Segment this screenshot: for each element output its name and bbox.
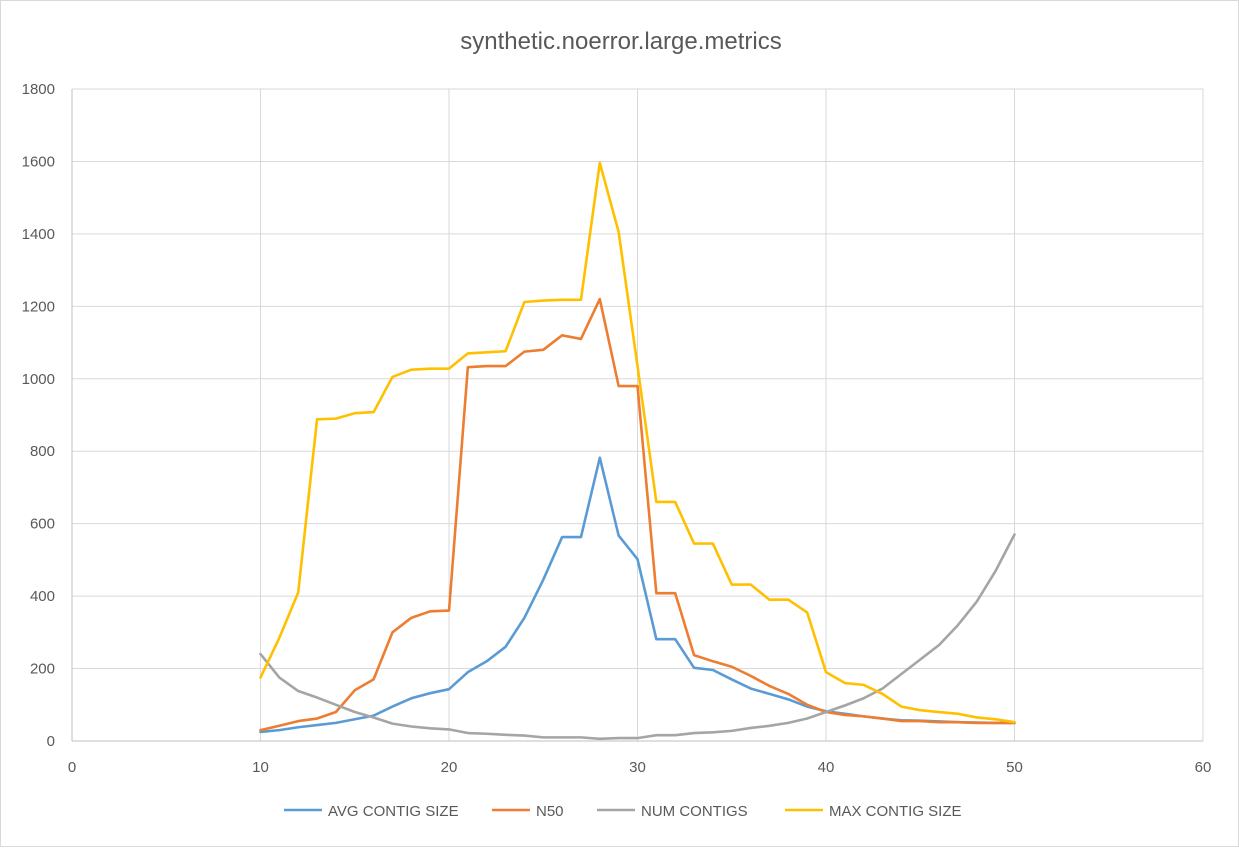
y-tick-label: 1000 — [22, 371, 55, 388]
x-tick-label: 60 — [1195, 759, 1212, 776]
legend-label: N50 — [536, 803, 564, 820]
y-tick-label: 400 — [30, 588, 55, 605]
series-line-max-contig-size — [259, 161, 1016, 724]
legend-item-num-contigs: NUM CONTIGS — [597, 803, 748, 820]
y-tick-label: 800 — [30, 443, 55, 460]
series-line-num-contigs — [259, 533, 1016, 741]
x-tick-label: 10 — [252, 759, 269, 776]
y-tick-label: 1600 — [22, 153, 55, 170]
series-lines — [259, 161, 1016, 741]
gridlines — [72, 88, 1204, 741]
legend-label: AVG CONTIG SIZE — [328, 803, 459, 820]
y-tick-label: 600 — [30, 516, 55, 533]
legend-item-n50: N50 — [492, 803, 564, 820]
legend-label: NUM CONTIGS — [641, 803, 748, 820]
y-tick-label: 1200 — [22, 298, 55, 315]
tick-labels: 0 200 400 600 800 1000 1200 1400 1600 1800 0 10 20 30… — [22, 81, 1212, 776]
y-tick-label: 1400 — [22, 226, 55, 243]
y-tick-label: 0 — [47, 733, 55, 750]
y-tick-label: 1800 — [22, 81, 55, 98]
x-tick-label: 40 — [818, 759, 835, 776]
axes — [71, 89, 1203, 742]
x-tick-label: 30 — [629, 759, 646, 776]
x-tick-label: 0 — [68, 759, 76, 776]
legend: AVG CONTIG SIZE N50 NUM CONTIGS MAX CONTIG … — [284, 803, 962, 820]
legend-item-avg-contig-size: AVG CONTIG SIZE — [284, 803, 459, 820]
series-line-n50 — [259, 297, 1016, 732]
y-tick-label: 200 — [30, 661, 55, 678]
chart-title: synthetic.noerror.large.metrics — [460, 28, 781, 55]
legend-label: MAX CONTIG SIZE — [829, 803, 962, 820]
x-tick-label: 20 — [441, 759, 458, 776]
legend-item-max-contig-size: MAX CONTIG SIZE — [785, 803, 962, 820]
x-tick-label: 50 — [1006, 759, 1023, 776]
